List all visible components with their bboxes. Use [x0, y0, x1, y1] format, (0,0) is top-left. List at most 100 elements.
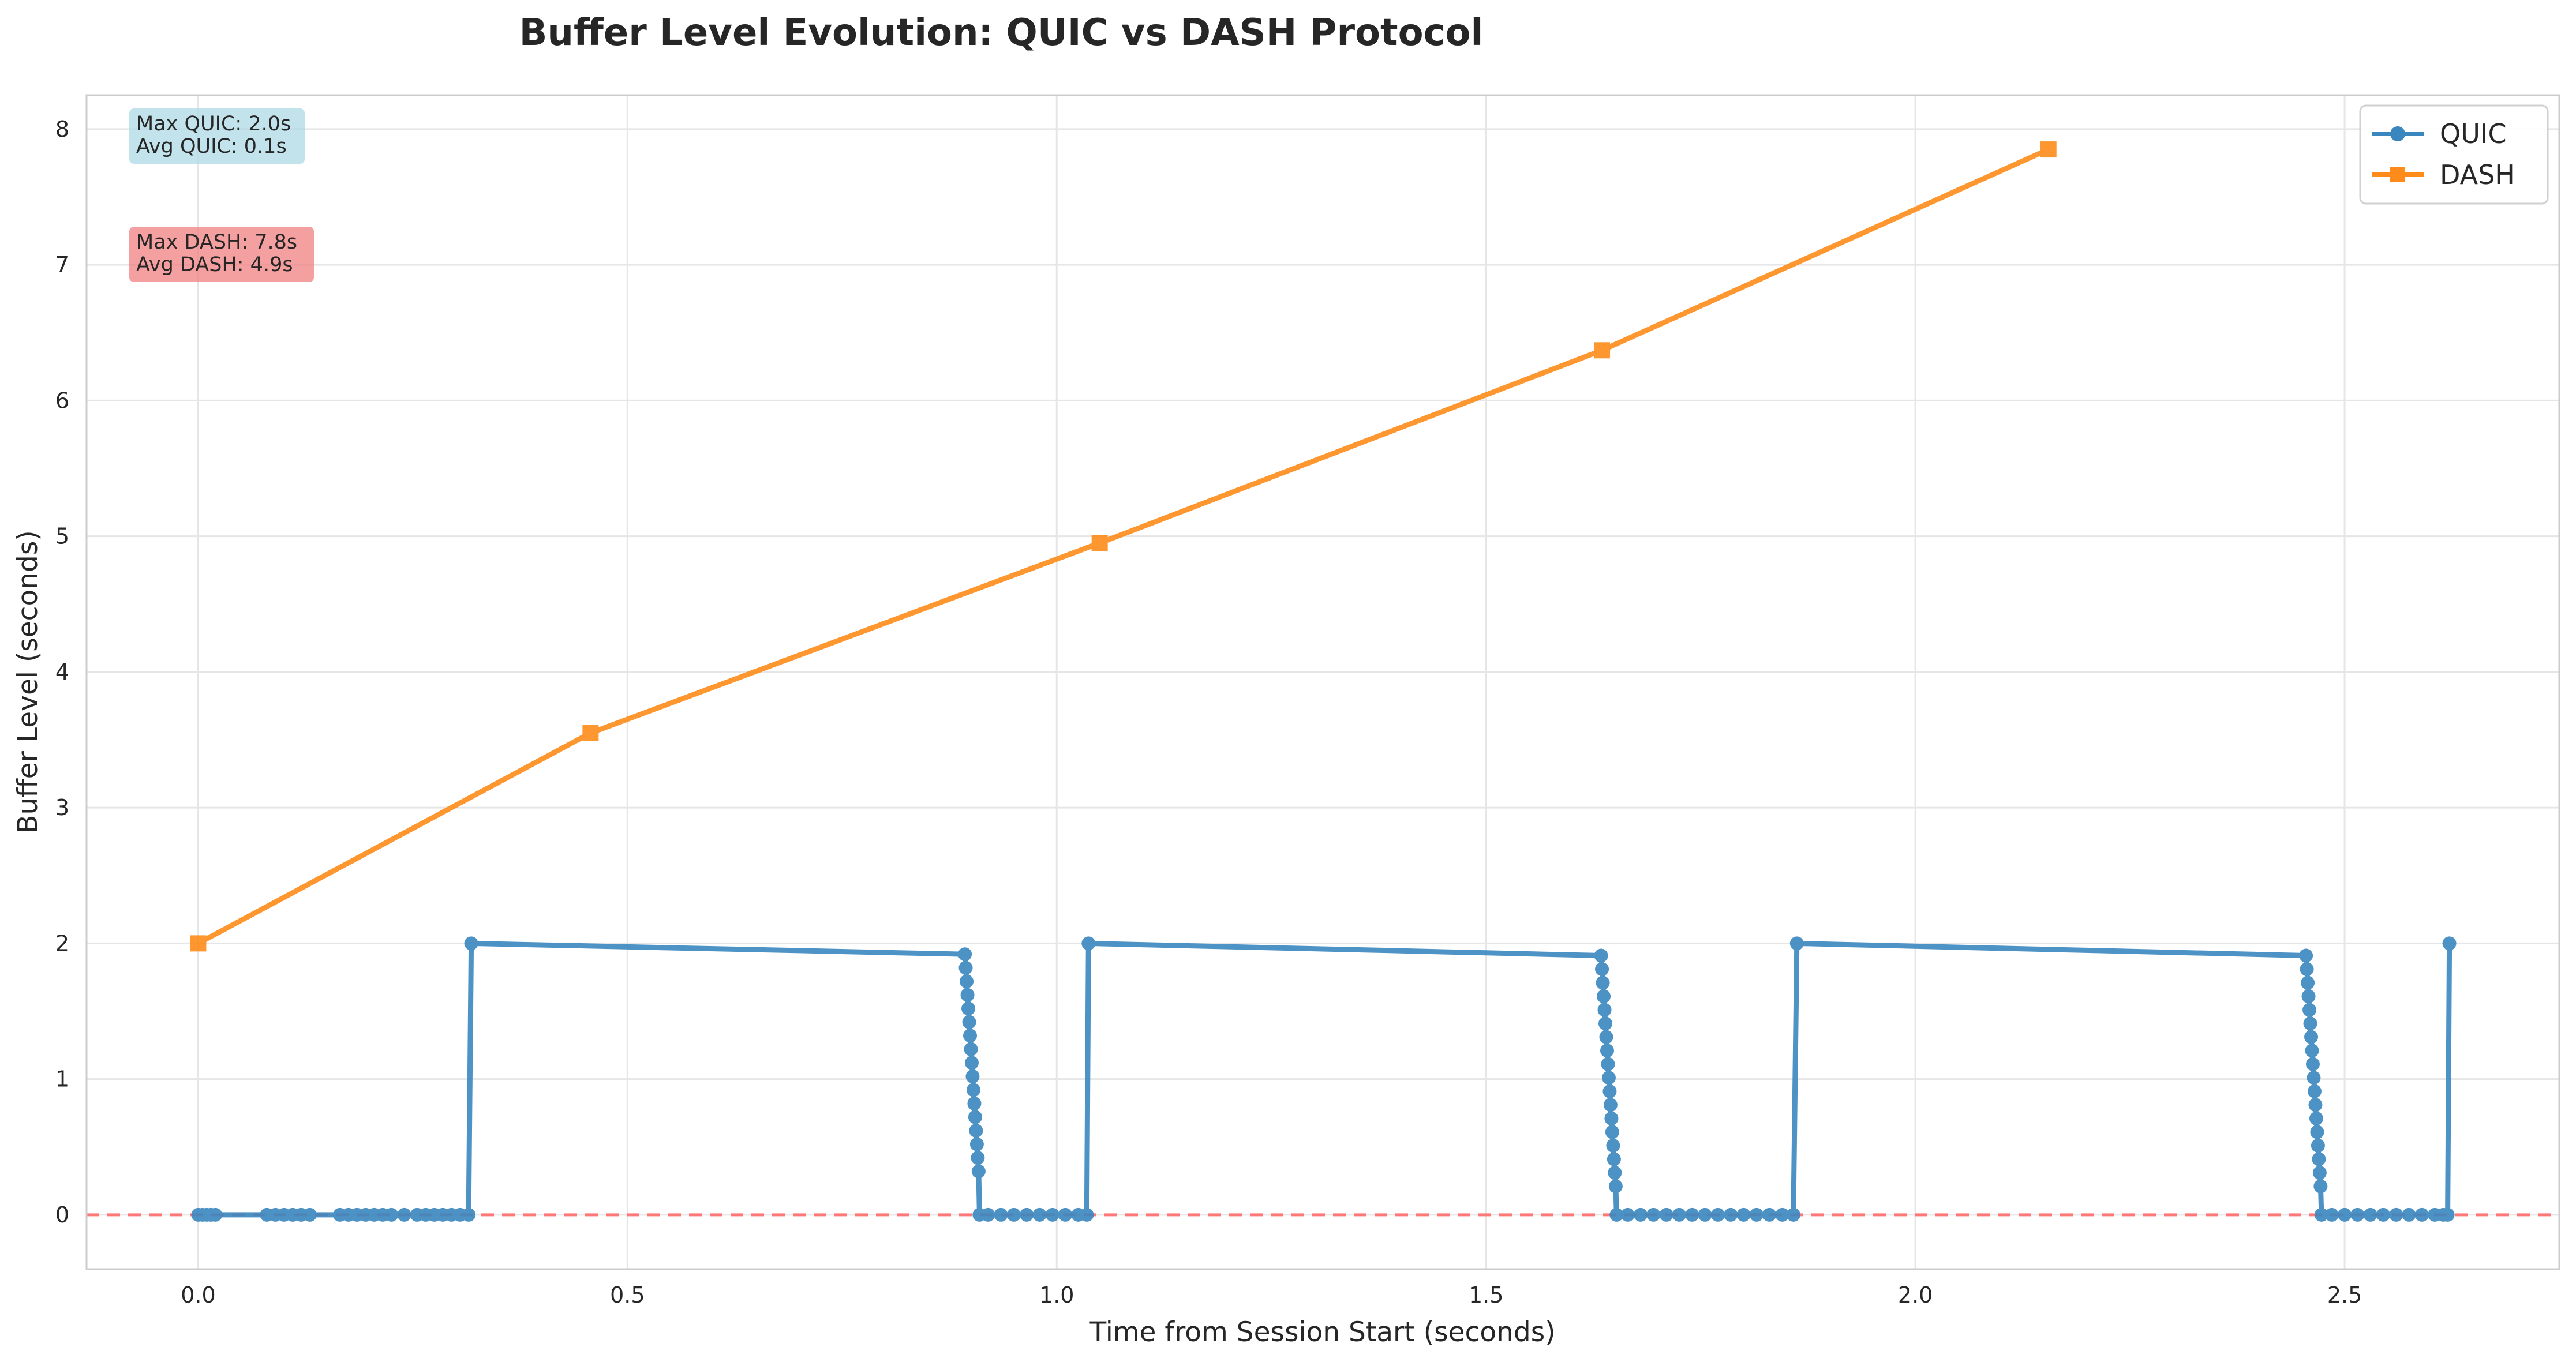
quic-point — [2312, 1165, 2327, 1180]
dash-point — [2040, 141, 2057, 158]
x-tick-label: 0.5 — [610, 1282, 645, 1308]
quic-point — [2414, 1207, 2429, 1222]
series-dash — [190, 141, 2057, 952]
quic-stats-background — [129, 108, 305, 164]
quic-point — [2301, 989, 2316, 1004]
legend-frame — [2359, 104, 2549, 205]
legend-quic-marker — [2390, 126, 2405, 141]
quic-point — [2324, 1207, 2339, 1222]
quic-stats-box: Max QUIC: 2.0s Avg QUIC: 0.1s — [129, 108, 305, 164]
quic-point — [1786, 1207, 1800, 1222]
dash-stats-line-1: Max DASH: 7.8s — [136, 231, 297, 254]
quic-point — [2307, 1071, 2321, 1085]
quic-point — [2313, 1179, 2328, 1194]
quic-point — [963, 1029, 977, 1043]
quic-point — [1672, 1207, 1686, 1222]
quic-point — [2300, 962, 2314, 977]
quic-stats-line-1: Max QUIC: 2.0s — [136, 112, 291, 136]
x-tick-label: 2.5 — [2327, 1282, 2362, 1308]
quic-point — [971, 1151, 985, 1165]
quic-point — [966, 1083, 980, 1097]
quic-point — [302, 1207, 317, 1222]
quic-point — [2309, 1111, 2323, 1125]
quic-point — [464, 936, 478, 951]
quic-point — [1597, 1003, 1612, 1017]
quic-point — [1595, 962, 1609, 977]
quic-point — [2308, 1098, 2323, 1112]
y-tick-label: 1 — [55, 1067, 69, 1092]
quic-point — [1598, 1016, 1613, 1031]
quic-point — [2376, 1207, 2390, 1222]
legend-dash-marker — [2390, 167, 2405, 182]
y-tick-label: 8 — [55, 117, 69, 142]
quic-point — [960, 974, 974, 989]
quic-point — [2312, 1152, 2326, 1166]
quic-point — [2311, 1138, 2325, 1153]
quic-point — [1594, 948, 1608, 963]
dash-stats-background — [129, 227, 314, 282]
quic-point — [969, 1137, 984, 1151]
quic-point — [1698, 1207, 1712, 1222]
plot-frame — [85, 94, 2560, 1270]
quic-point — [1749, 1207, 1763, 1222]
y-tick-label: 5 — [55, 524, 69, 549]
x-tick-label: 1.5 — [1469, 1282, 1503, 1308]
quic-point — [2305, 1044, 2319, 1058]
quic-point — [384, 1207, 399, 1222]
quic-point — [964, 1056, 979, 1070]
quic-point — [1599, 1030, 1613, 1044]
x-axis-ticks: 0.0 0.5 1.0 1.5 2.0 2.5 — [181, 1282, 2362, 1308]
dash-point — [1594, 342, 1611, 359]
quic-point — [1659, 1207, 1673, 1222]
quic-point — [2440, 1207, 2455, 1222]
quic-point — [2389, 1207, 2403, 1222]
quic-point — [958, 947, 972, 962]
x-axis-label: Time from Session Start (seconds) — [1089, 1316, 1555, 1348]
quic-point — [2350, 1207, 2365, 1222]
legend: QUIC DASH — [2359, 104, 2549, 205]
quic-point — [1685, 1207, 1699, 1222]
quic-point — [965, 1069, 980, 1083]
quic-stats-line-2: Avg QUIC: 0.1s — [136, 135, 287, 158]
quic-point — [1608, 1179, 1623, 1194]
y-axis-label: Buffer Level (seconds) — [12, 530, 44, 833]
quic-point — [1006, 1207, 1021, 1222]
dash-stats-box: Max DASH: 7.8s Avg DASH: 4.9s — [129, 227, 314, 282]
quic-point — [981, 1207, 995, 1222]
y-tick-label: 4 — [55, 659, 69, 685]
legend-entry-dash: DASH — [2372, 159, 2515, 190]
y-tick-label: 3 — [55, 795, 69, 820]
quic-point — [1634, 1207, 1648, 1222]
quic-point — [1601, 1071, 1616, 1085]
quic-point — [2402, 1207, 2416, 1222]
y-tick-label: 6 — [55, 388, 69, 413]
quic-point — [1602, 1084, 1617, 1098]
quic-point — [962, 1015, 976, 1029]
legend-dash-label: DASH — [2440, 159, 2515, 190]
quic-point — [960, 988, 975, 1002]
quic-point — [2363, 1207, 2377, 1222]
quic-point — [1646, 1207, 1661, 1222]
legend-quic-label: QUIC — [2440, 118, 2507, 149]
chart-title: Buffer Level Evolution: QUIC vs DASH Pro… — [519, 12, 1484, 54]
quic-point — [1620, 1207, 1635, 1222]
quic-point — [958, 960, 973, 975]
quic-point — [964, 1042, 978, 1056]
quic-point — [2442, 936, 2457, 951]
quic-point — [1596, 975, 1610, 990]
legend-entry-quic: QUIC — [2372, 118, 2507, 149]
quic-point — [1605, 1125, 1619, 1139]
quic-point — [2307, 1084, 2322, 1098]
quic-point — [1597, 989, 1611, 1004]
quic-point — [1789, 936, 1804, 951]
dash-point — [582, 725, 599, 741]
quic-point — [1600, 1044, 1614, 1058]
quic-point — [1604, 1111, 1619, 1125]
quic-point — [971, 1164, 986, 1179]
quic-point — [1775, 1207, 1789, 1222]
quic-point — [462, 1207, 476, 1222]
quic-point — [1710, 1207, 1725, 1222]
dash-point — [1091, 535, 1108, 551]
plot-area — [87, 95, 2559, 1269]
